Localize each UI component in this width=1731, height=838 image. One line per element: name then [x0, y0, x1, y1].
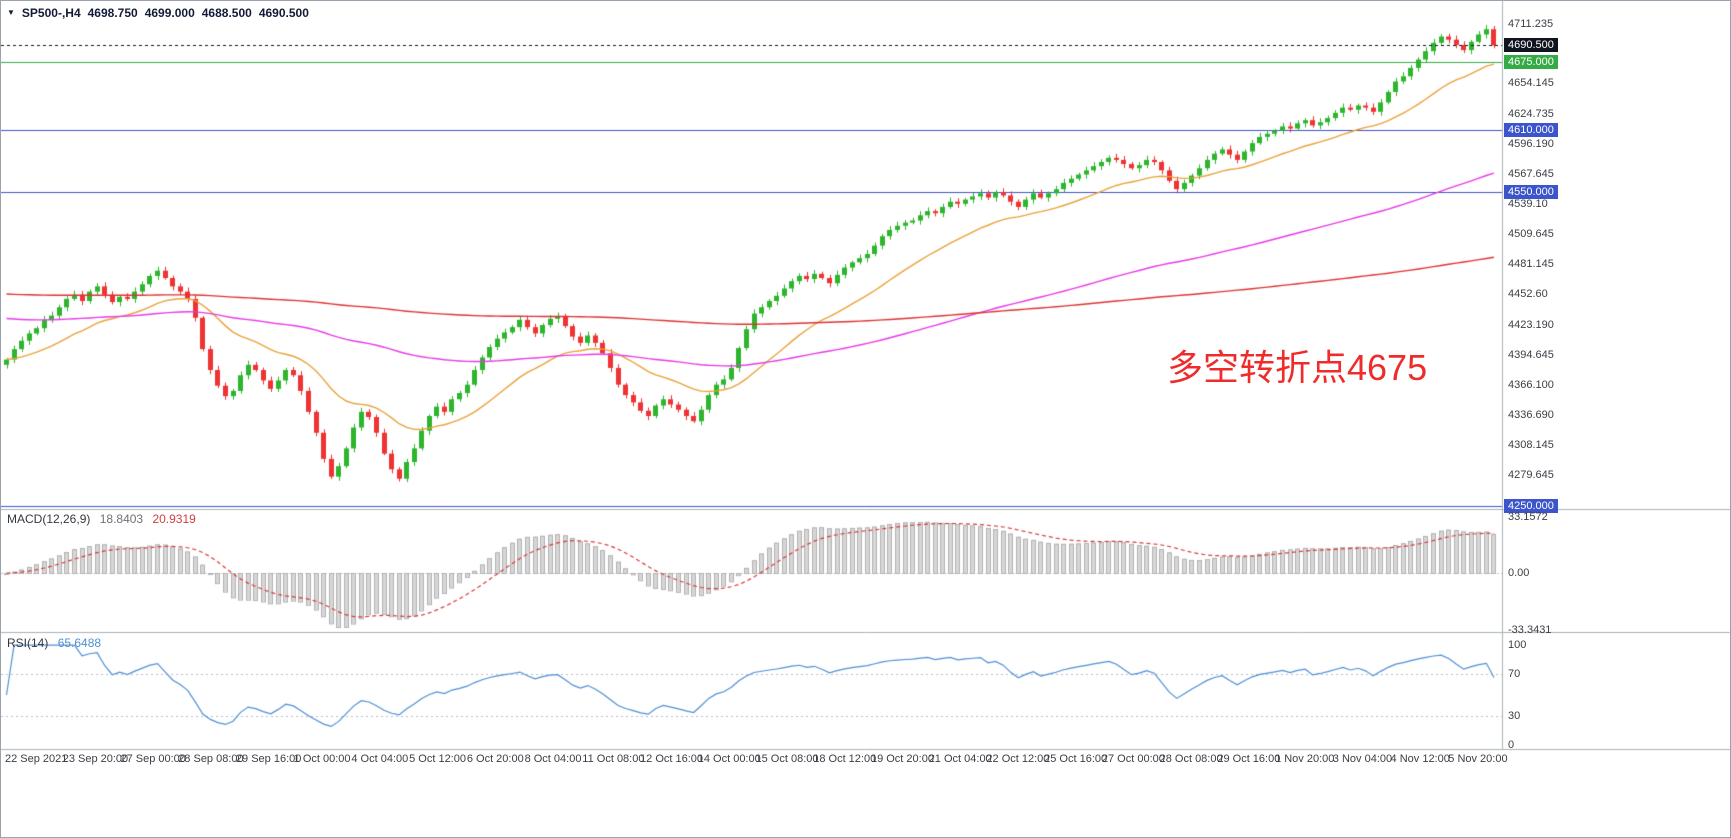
annotation-text: 多空转折点4675: [1167, 347, 1428, 388]
rsi-value: 65.6488: [57, 636, 102, 650]
macd-value-main: 18.8403: [99, 512, 144, 526]
rsi-indicator-label: RSI(14) 65.6488: [7, 636, 101, 650]
ohlc-close-value: 4690.500: [258, 6, 309, 20]
ohlc-low-value: 4688.500: [201, 6, 252, 20]
macd-name: MACD(12,26,9): [7, 512, 91, 526]
macd-value-signal: 20.9319: [152, 512, 196, 526]
macd-indicator-label: MACD(12,26,9) 18.8403 20.9319: [7, 512, 196, 526]
ohlc-high-value: 4699.000: [144, 6, 195, 20]
chart-header: ▼ SP500-,H4 4698.750 4699.000 4688.500 4…: [7, 6, 309, 20]
symbol-period-label: SP500-,H4: [21, 6, 81, 20]
rsi-name: RSI(14): [7, 636, 49, 650]
symbol-dropdown-icon[interactable]: ▼: [7, 8, 15, 17]
ohlc-open-value: 4698.750: [87, 6, 138, 20]
